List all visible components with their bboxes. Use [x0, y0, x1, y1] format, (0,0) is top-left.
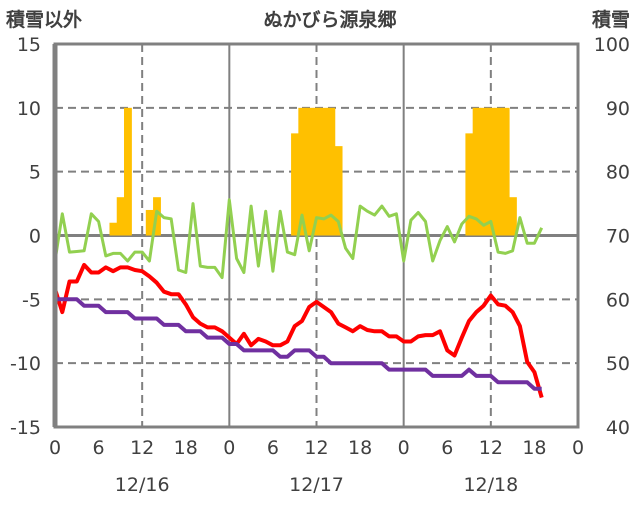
- snowfall-bar: [145, 209, 154, 236]
- left-tick-label: -5: [22, 289, 41, 311]
- snowfall-bar: [116, 197, 125, 236]
- x-tick-label: 0: [398, 437, 410, 459]
- right-tick-label: 90: [606, 98, 630, 120]
- date-label: 12/17: [289, 474, 344, 496]
- snowfall-bar: [305, 107, 314, 236]
- right-tick-label: 80: [606, 162, 630, 184]
- right-axis-title: 積雪: [592, 8, 630, 31]
- left-axis-title: 積雪以外: [6, 8, 82, 31]
- x-tick-label: 6: [267, 437, 279, 459]
- snowfall-bar: [109, 222, 118, 236]
- snowfall-bar: [465, 133, 474, 236]
- snowfall-bar: [508, 197, 517, 236]
- x-tick-label: 6: [441, 437, 453, 459]
- left-tick-label: -10: [10, 353, 41, 375]
- left-tick-label: 0: [29, 226, 41, 248]
- snowfall-bars: [109, 107, 517, 236]
- left-tick-label: -15: [10, 417, 41, 439]
- right-tick-label: 100: [594, 34, 630, 56]
- temperature-line: [53, 262, 544, 399]
- x-tick-label: 12: [130, 437, 154, 459]
- x-tick-label: 18: [522, 437, 546, 459]
- snowfall-bar: [472, 107, 481, 236]
- snowfall-bar: [327, 107, 336, 236]
- right-tick-label: 50: [606, 353, 630, 375]
- right-tick-label: 40: [606, 417, 630, 439]
- left-tick-label: 10: [17, 98, 41, 120]
- wind-line: [53, 198, 544, 280]
- right-tick-label: 70: [606, 226, 630, 248]
- x-tick-label: 12: [304, 437, 328, 459]
- snowfall-bar: [312, 107, 321, 236]
- snowfall-bar: [320, 107, 328, 236]
- chart-title: ぬかびら源泉郷: [263, 8, 396, 31]
- x-tick-label: 12: [479, 437, 503, 459]
- snowfall-bar: [334, 146, 343, 236]
- x-tick-label: 0: [223, 437, 235, 459]
- left-tick-label: 15: [17, 34, 41, 56]
- x-tick-label: 6: [93, 437, 105, 459]
- snowfall-bar: [487, 107, 496, 236]
- left-tick-label: 5: [29, 162, 41, 184]
- plot-frame: [52, 42, 580, 429]
- snowfall-bar: [124, 107, 132, 236]
- series-lines: [53, 198, 544, 399]
- date-label: 12/18: [463, 474, 518, 496]
- x-tick-label: 0: [572, 437, 584, 459]
- snowfall-bar: [298, 107, 307, 236]
- date-label: 12/16: [115, 474, 170, 496]
- x-tick-label: 0: [49, 437, 61, 459]
- snowfall-bar: [291, 133, 299, 236]
- x-tick-label: 18: [348, 437, 372, 459]
- snow-depth-line: [55, 297, 542, 391]
- right-tick-label: 60: [606, 289, 630, 311]
- x-tick-label: 18: [174, 437, 198, 459]
- snowfall-bar: [479, 107, 488, 236]
- snowfall-bar: [501, 107, 510, 236]
- snowfall-bar: [494, 107, 503, 236]
